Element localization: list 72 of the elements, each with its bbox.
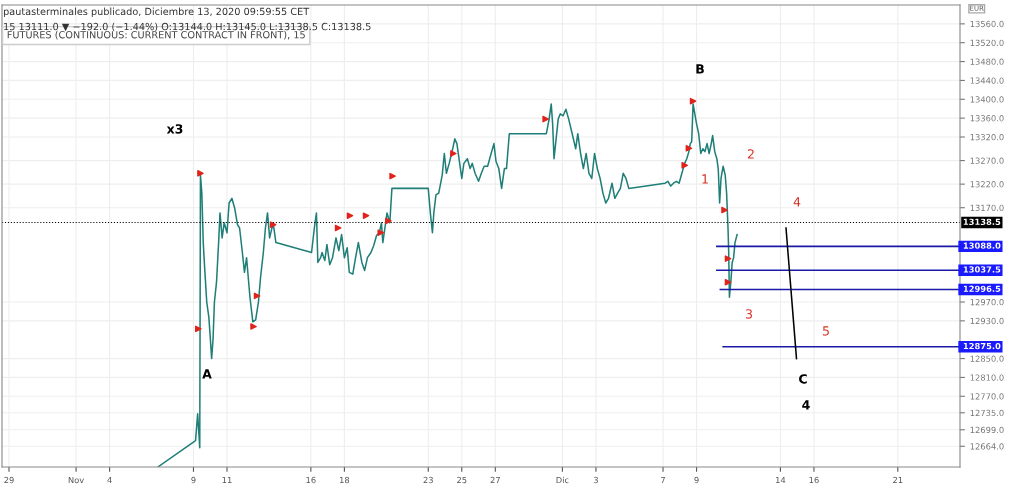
y-tick-label: 12770.0 <box>970 393 1004 400</box>
point <box>685 145 693 152</box>
y-tick-label: 13170.0 <box>970 204 1004 211</box>
point <box>346 212 354 220</box>
x-tick-label: 21 <box>893 476 903 484</box>
annotation: 4 <box>802 400 810 410</box>
x-tick-label: 3 <box>593 476 598 484</box>
y-tick-label: 12970.0 <box>970 298 1004 306</box>
y-tick-label: 12664.0 <box>970 443 1004 450</box>
annotation: 13037.5 <box>963 266 1001 273</box>
y-tick-label: 13270.0 <box>970 157 1004 164</box>
point <box>250 323 257 330</box>
point <box>385 217 392 225</box>
x-tick-label: 11 <box>222 476 232 484</box>
x-tick-label: 27 <box>490 476 500 484</box>
x-tick-label: 4 <box>107 476 112 484</box>
annotation: C <box>799 374 807 384</box>
x-tick-label: 23 <box>423 476 433 484</box>
point <box>389 172 396 180</box>
y-tick-label: 12810.0 <box>970 374 1004 381</box>
point <box>197 170 204 177</box>
y-tick-label: 13520.0 <box>970 39 1004 46</box>
point <box>724 278 732 286</box>
chart-subtitle: pautasterminales publicado, Diciembre 13, 2020 09:59:55 CET <box>3 7 310 17</box>
point <box>334 224 342 232</box>
x-tick-label: 29 <box>4 476 14 484</box>
point <box>721 206 728 214</box>
annotation: A <box>202 369 212 379</box>
point <box>195 325 202 333</box>
x-tick-label: 9 <box>191 476 196 484</box>
y-tick-label: 12930.0 <box>970 317 1004 325</box>
annotation: 15 13111.0 ▼ −192.0 (−1.44%) O:13144.0 H:13145.0 L:13138.5 C:13138.5 <box>4 22 371 32</box>
y-tick-label: 13220.0 <box>970 181 1004 188</box>
annotation: B <box>696 64 704 74</box>
point <box>450 150 457 157</box>
x-tick-label: Dic <box>556 476 569 484</box>
annotation: 12996.5 <box>963 285 1001 292</box>
y-tick-label: 13440.0 <box>970 77 1004 84</box>
x-tick-label: 16 <box>306 476 316 484</box>
y-tick-label: 13560.0 <box>970 20 1004 28</box>
y-tick-label: 12735.0 <box>970 409 1004 417</box>
y-tick-label: 13360.0 <box>970 115 1004 122</box>
annotation: 2 <box>747 149 754 159</box>
x-tick-label: 18 <box>340 476 350 484</box>
point <box>724 255 732 262</box>
x-tick-label: 14 <box>776 476 786 484</box>
x-tick-label: 9 <box>694 476 699 484</box>
annotation: 13088.0 <box>963 242 1001 249</box>
point <box>681 161 688 169</box>
x-tick-label: 7 <box>661 476 665 484</box>
y-tick-label: 13320.0 <box>970 133 1004 141</box>
point <box>362 212 370 220</box>
y-tick-label: 13480.0 <box>970 58 1004 65</box>
x-tick-label: Nov <box>68 476 84 484</box>
ref-line-label: 13138.5 <box>963 218 1001 225</box>
y-tick-label: 12850.0 <box>970 355 1004 362</box>
annotation: 5 <box>822 326 829 336</box>
point <box>377 229 385 236</box>
point <box>689 97 697 105</box>
text: FUTURES (CONTINUOUS: CURRENT CONTRACT IN FRONT), 15 <box>7 30 305 40</box>
x-tick-label: 16 <box>809 476 819 484</box>
x-tick-label: 25 <box>457 476 467 484</box>
y-tick-label: 12699.0 <box>970 426 1004 434</box>
annotation: 12875.0 <box>963 342 1001 350</box>
annotation: 3 <box>745 309 752 319</box>
annotation: x3 <box>166 124 183 134</box>
point <box>253 292 261 300</box>
y-tick-label: 13400.0 <box>970 96 1004 103</box>
annotation: 1 <box>702 174 708 184</box>
point <box>542 115 549 123</box>
point <box>269 221 277 228</box>
annotation: 4 <box>793 197 801 207</box>
